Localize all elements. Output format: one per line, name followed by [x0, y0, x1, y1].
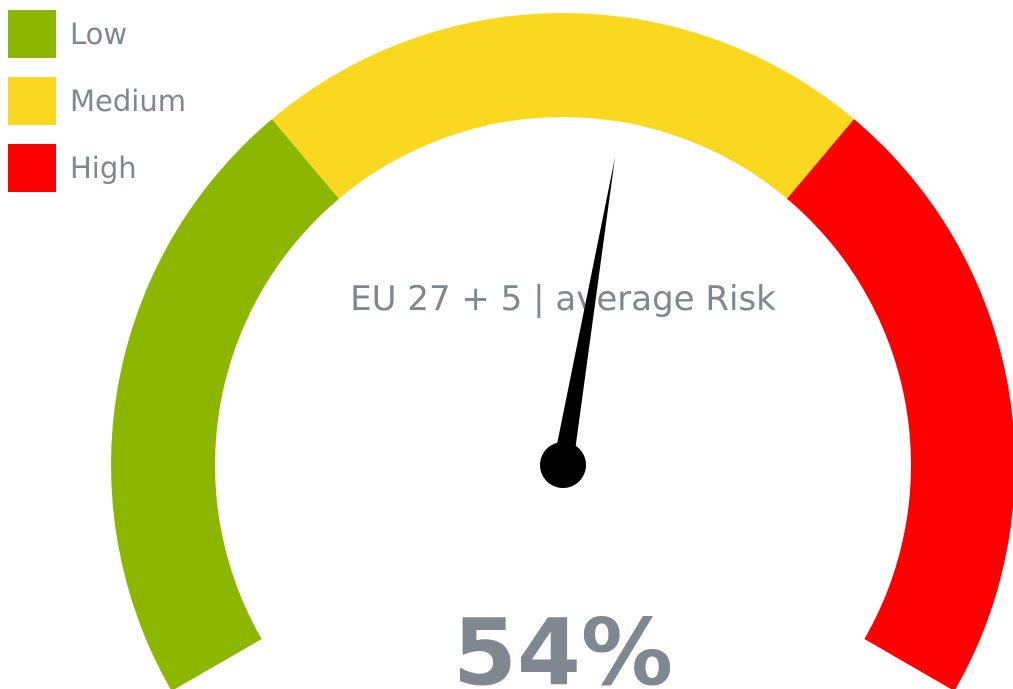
- gauge-band: [271, 12, 855, 199]
- chart-title: EU 27 + 5 | average Risk: [350, 279, 776, 319]
- legend-label: High: [70, 151, 137, 185]
- needle-hub: [540, 442, 586, 488]
- value-label: 54%: [453, 599, 673, 689]
- legend-swatch: [8, 77, 56, 125]
- needle: [553, 157, 616, 467]
- legend-swatch: [8, 10, 56, 58]
- gauge-band: [111, 119, 339, 689]
- legend-label: Medium: [70, 84, 186, 118]
- gauge-band: [787, 119, 1013, 689]
- legend-label: Low: [70, 17, 127, 51]
- legend-swatch: [8, 144, 56, 192]
